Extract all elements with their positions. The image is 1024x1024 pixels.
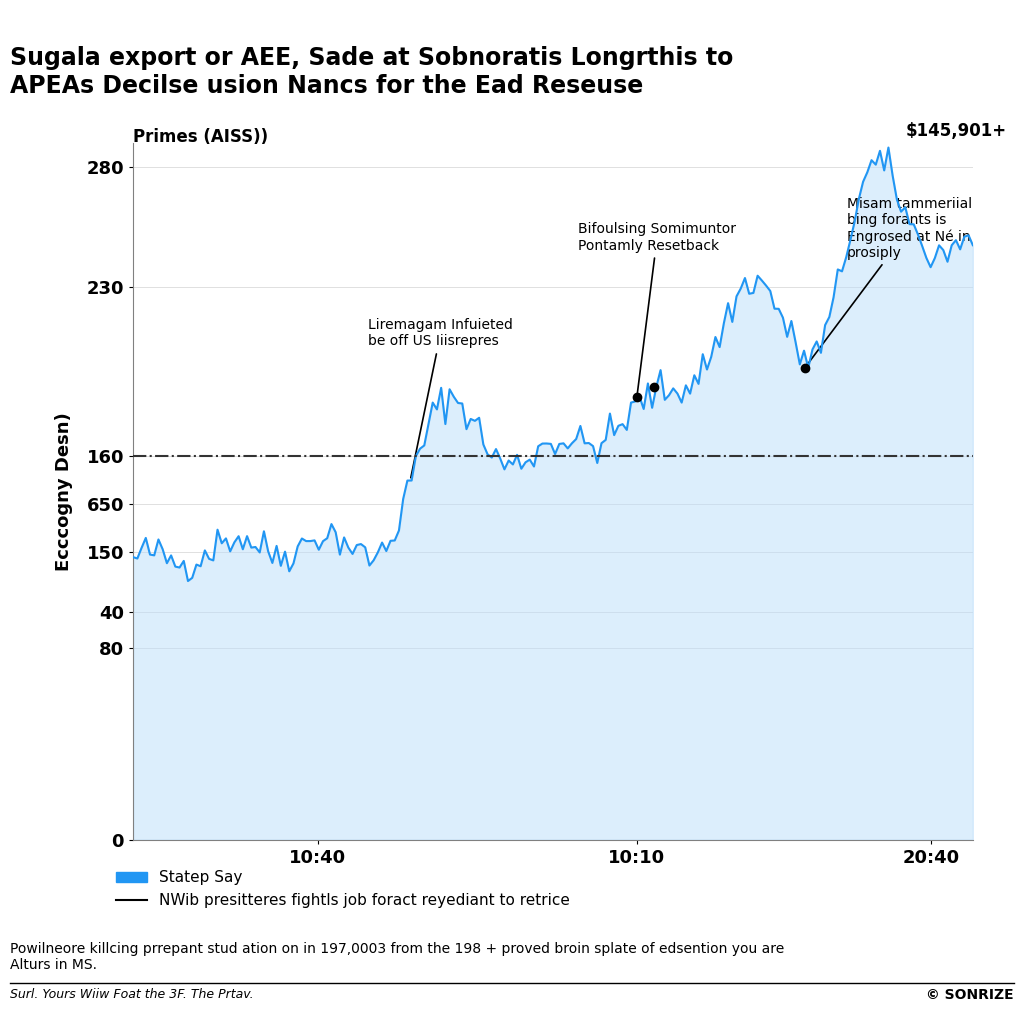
Y-axis label: Ecccogny Desn): Ecccogny Desn) [54,412,73,571]
Text: © SONRIZE: © SONRIZE [926,988,1014,1002]
Text: Sugala export or AEE, Sade at Sobnoratis Longrthis to
APEAs Decilse usion Nancs : Sugala export or AEE, Sade at Sobnoratis… [10,46,733,98]
Legend: Statep Say, NWib presitteres fightls job foract reyediant to retrice: Statep Say, NWib presitteres fightls job… [110,864,575,914]
Text: Powilneore killcing prrepant stud ation on in 197,0003 from the 198 + proved bro: Powilneore killcing prrepant stud ation … [10,942,784,972]
Text: Liremagam Infuieted
be off US Iiisrepres: Liremagam Infuieted be off US Iiisrepres [369,318,513,478]
Text: Misam tammeriial
bing forants is
Engrosed at Né in
prosiply: Misam tammeriial bing forants is Engrose… [807,197,972,366]
Text: Surl. Yours Wiiw Foat the 3F. The Prtav.: Surl. Yours Wiiw Foat the 3F. The Prtav. [10,988,254,1001]
Text: Bifoulsing Somimuntor
Pontamly Resetback: Bifoulsing Somimuntor Pontamly Resetback [579,222,736,394]
Text: Primes (AISS)): Primes (AISS)) [133,128,268,146]
Text: $145,901+: $145,901+ [905,122,1007,140]
